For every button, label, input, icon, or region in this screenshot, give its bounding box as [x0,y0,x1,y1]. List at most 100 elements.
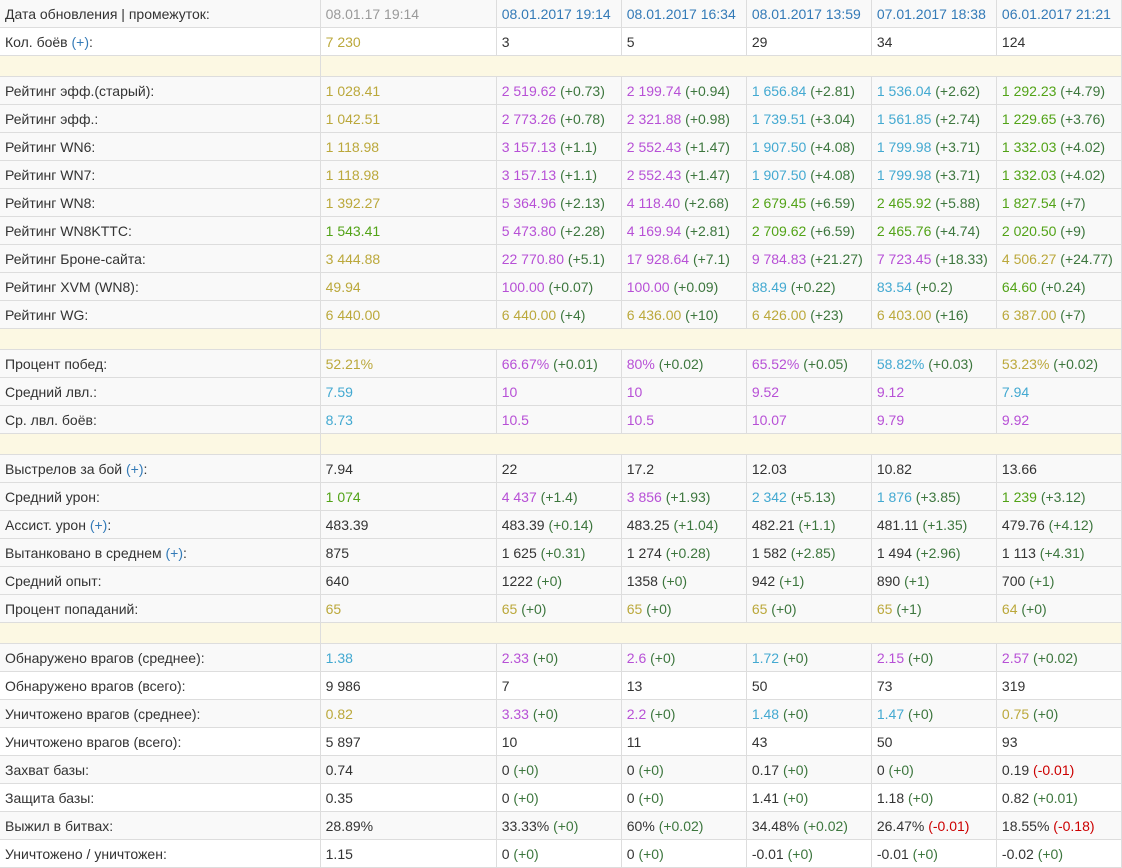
stat-period-value: 1 799.98 [876,138,932,155]
stat-period-cell: 2.15 (+0) [871,643,997,672]
period-date-1[interactable]: 08.01.2017 19:14 [496,0,622,28]
stat-help-toggle[interactable]: (+) [165,544,184,561]
stat-period-value: 60% [626,817,655,834]
stat-period-value: 88.49 [751,278,787,295]
stat-period-cell: 7 [496,671,622,700]
stat-period-cell: 2 465.76 (+4.74) [871,216,997,245]
stat-period-delta: (+0) [1037,845,1064,862]
stat-period-value: 1 656.84 [751,82,807,99]
stat-period-cell: 6 403.00 (+16) [871,300,997,329]
stat-period-cell: 9.92 [996,405,1122,434]
stat-period-value: 18.55% [1001,817,1050,834]
stat-period-delta: (+2.62) [935,82,980,99]
stat-period-cell: 88.49 (+0.22) [746,272,872,301]
stat-period-value: 64 [1001,600,1018,617]
stat-period-value: 4 437 [501,488,537,505]
stat-period-cell: 2.6 (+0) [621,643,747,672]
stat-total-value: 1 118.98 [320,132,497,161]
stat-period-cell: 10.07 [746,405,872,434]
stat-period-cell: 65 (+0) [496,594,622,623]
stat-period-cell: 0.75 (+0) [996,699,1122,728]
stat-period-delta: (+2.13) [560,194,605,211]
stat-period-cell: 0 (+0) [621,783,747,812]
period-date-4[interactable]: 07.01.2017 18:38 [871,0,997,28]
stat-row: Рейтинг эфф.(старый): 1 028.41 2 519.62 (+… [0,76,1122,105]
stat-total-value: 52.21% [320,349,497,378]
stat-period-cell: 53.23% (+0.02) [996,349,1122,378]
separator-cell [320,622,1122,644]
header-row: Дата обновления | промежуток: 08.01.17 1… [0,0,1122,28]
stat-period-cell: 64.60 (+0.24) [996,272,1122,301]
stat-period-delta: (+0.14) [548,516,594,533]
stat-period-cell: 482.21 (+1.1) [746,510,872,539]
stat-period-cell: 1 536.04 (+2.62) [871,76,997,105]
stat-period-cell: 1 113 (+4.31) [996,538,1122,567]
stat-period-value: 0 [501,845,510,862]
stat-label-cell: Рейтинг XVM (WN8): [0,272,321,301]
stat-period-cell: 17 928.64 (+7.1) [621,244,747,273]
stat-period-cell: 0.82 (+0.01) [996,783,1122,812]
stat-period-cell: 1 239 (+3.12) [996,482,1122,511]
stat-period-cell: 100.00 (+0.07) [496,272,622,301]
stat-period-cell: 9.52 [746,377,872,406]
stat-label: Обнаружено врагов (всего): [5,677,186,694]
stat-period-cell: 1.18 (+0) [871,783,997,812]
stat-period-value: 1.41 [751,789,780,806]
stat-period-cell: 43 [746,727,872,756]
stat-period-delta: (+0.2) [915,278,953,295]
stat-period-cell: 0 (+0) [496,839,622,868]
stat-period-cell: 2 773.26 (+0.78) [496,104,622,133]
stat-row: Уничтожено врагов (всего): 5 897 10 11 43 50 9… [0,727,1122,756]
stat-period-value: 1 494 [876,544,912,561]
stat-label: Рейтинг эфф.(старый): [5,82,155,99]
stat-period-value: 2 321.88 [626,110,682,127]
stat-total-value: 1 028.41 [320,76,497,105]
stat-period-value: 10.5 [626,411,655,428]
period-date-3[interactable]: 08.01.2017 13:59 [746,0,872,28]
stat-period-cell: 22 [496,454,622,483]
stat-period-delta: (+16) [935,306,969,323]
battles-help-toggle[interactable]: (+) [71,33,90,50]
stat-period-cell: 0 (+0) [621,755,747,784]
stat-label: Процент побед: [5,355,108,372]
stat-label: Обнаружено врагов (среднее): [5,649,205,666]
stat-period-cell: 479.76 (+4.12) [996,510,1122,539]
stat-period-value: 100.00 [501,278,545,295]
stat-period-cell: 60% (+0.02) [621,811,747,840]
stat-period-value: 2 552.43 [626,138,682,155]
stat-label-cell: Защита базы: [0,783,321,812]
stat-help-toggle[interactable]: (+) [125,460,144,477]
stat-period-value: 65 [501,600,518,617]
stat-total-value: 8.73 [320,405,497,434]
period-date-2[interactable]: 08.01.2017 16:34 [621,0,747,28]
stat-period-cell: 6 387.00 (+7) [996,300,1122,329]
stat-label: Рейтинг WN6: [5,138,96,155]
stat-help-toggle[interactable]: (+) [89,516,108,533]
stat-period-delta: (+4.12) [1048,516,1094,533]
stat-period-value: 479.76 [1001,516,1045,533]
stat-period-value: 0.17 [751,761,780,778]
stat-period-value: 6 403.00 [876,306,932,323]
stat-period-delta: (+1.47) [685,166,730,183]
stat-total-value: 6 440.00 [320,300,497,329]
separator-cell [0,55,321,77]
stat-period-delta: (+0.22) [790,278,836,295]
stat-period-delta: (+0) [638,761,664,778]
stat-period-value: 1 292.23 [1001,82,1057,99]
stat-period-cell: 65 (+0) [746,594,872,623]
stat-period-value: 890 [876,572,901,589]
stat-period-delta: (+0.03) [928,355,973,372]
stat-total-value: 49.94 [320,272,497,301]
stat-period-value: 17.2 [626,460,655,477]
stat-period-cell: 1 876 (+3.85) [871,482,997,511]
stat-period-cell: 65.52% (+0.05) [746,349,872,378]
stat-period-value: 483.25 [626,516,670,533]
stat-label: Защита базы: [5,789,95,806]
stat-label-cell: Обнаружено врагов (всего): [0,671,321,700]
period-date-5[interactable]: 06.01.2017 21:21 [996,0,1122,28]
stat-period-cell: 1 561.85 (+2.74) [871,104,997,133]
stat-period-cell: 10 [496,377,622,406]
stat-period-delta: (+0) [646,600,672,617]
stat-period-value: 17 928.64 [626,250,690,267]
stat-period-value: 700 [1001,572,1026,589]
